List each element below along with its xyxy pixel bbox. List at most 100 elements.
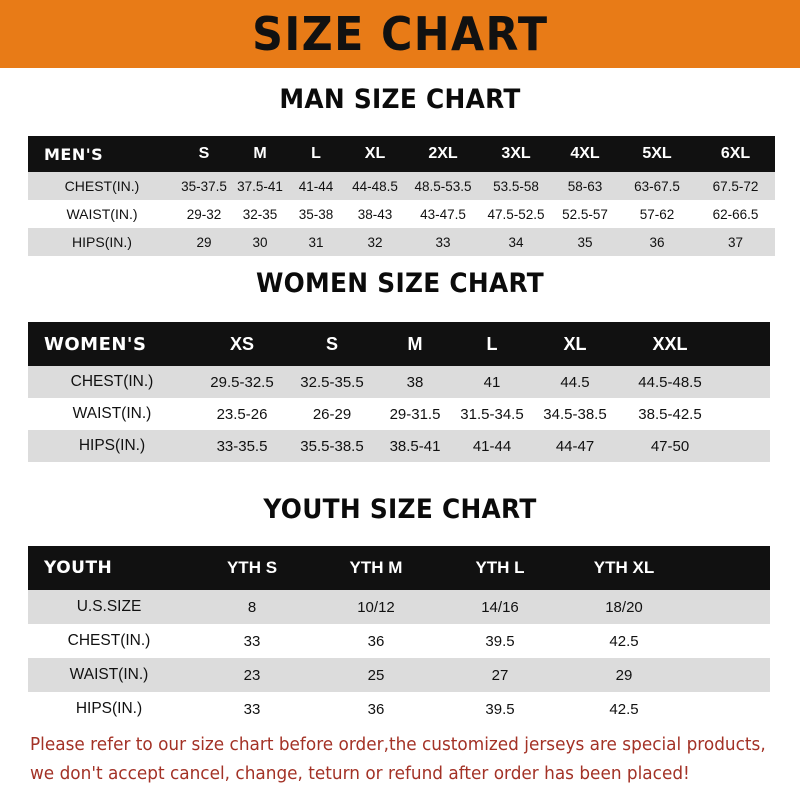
- women-cell: 31.5-34.5: [460, 405, 524, 423]
- men-header-label: MEN'S: [44, 144, 104, 164]
- men-cell: 43-47.5: [420, 206, 466, 222]
- table-row: WAIST(IN.) 23.5-26 26-29 29-31.5 31.5-34.5 34…: [28, 398, 770, 430]
- men-cell: 47.5-52.5: [487, 206, 545, 222]
- women-header-size: S: [325, 333, 338, 354]
- men-header-size: S: [198, 145, 210, 162]
- youth-cell: 8: [247, 598, 257, 616]
- youth-cell: 29: [615, 666, 633, 684]
- youth-cell: 33: [243, 632, 261, 650]
- men-cell: 29: [196, 234, 212, 250]
- men-row-label: WAIST(IN.): [66, 206, 138, 222]
- youth-cell: 14/16: [481, 598, 519, 616]
- men-cell: 34: [508, 234, 524, 250]
- women-cell: 44-47: [555, 437, 595, 455]
- youth-cell: 39.5: [485, 632, 515, 650]
- table-row: WAIST(IN.) 29-32 32-35 35-38 38-43 43-47.5 47.…: [28, 200, 775, 228]
- men-header-size: 5XL: [642, 145, 672, 162]
- women-cell: 34.5-38.5: [543, 405, 607, 423]
- youth-cell: 23: [243, 666, 261, 684]
- women-cell: 38.5-41: [389, 437, 441, 455]
- women-cell: 41-44: [472, 437, 512, 455]
- women-cell: 44.5-48.5: [638, 373, 702, 391]
- women-cell: 26-29: [312, 405, 352, 423]
- women-cell: 44.5: [560, 373, 590, 391]
- youth-cell: 33: [243, 700, 261, 718]
- table-row: CHEST(IN.) 33 36 39.5 42.5: [28, 624, 770, 658]
- section-title-man: MAN SIZE CHART: [279, 84, 521, 115]
- women-row-label: CHEST(IN.): [70, 373, 154, 390]
- men-cell: 30: [252, 234, 268, 250]
- youth-header-size: YTH M: [349, 558, 403, 577]
- youth-row-label: HIPS(IN.): [75, 700, 143, 717]
- women-cell: 38: [406, 373, 424, 391]
- men-cell: 53.5-58: [493, 178, 539, 194]
- men-cell: 37: [727, 234, 744, 250]
- youth-header-size: YTH XL: [593, 558, 655, 577]
- table-row: HIPS(IN.) 29 30 31 32 33 34 35 36 37: [28, 228, 775, 256]
- men-header-row: MEN'S S M L XL 2XL 3XL 4XL 5XL 6XL: [28, 136, 775, 172]
- table-row: HIPS(IN.) 33 36 39.5 42.5: [28, 692, 770, 726]
- youth-header-size: [686, 546, 770, 590]
- page-banner: SIZE CHART: [0, 0, 800, 68]
- men-header-size: 4XL: [570, 145, 600, 162]
- youth-cell: 25: [367, 666, 385, 684]
- men-cell: 35-38: [298, 206, 334, 222]
- men-cell: 67.5-72: [712, 178, 759, 194]
- men-cell: 52.5-57: [562, 206, 608, 222]
- men-cell: 44-48.5: [352, 178, 398, 194]
- men-header-size: L: [311, 145, 321, 162]
- men-cell: 38-43: [357, 206, 393, 222]
- women-header-label: WOMEN'S: [44, 333, 147, 355]
- women-cell: 32.5-35.5: [300, 373, 364, 391]
- men-cell: 57-62: [639, 206, 675, 222]
- men-cell: 31: [308, 234, 324, 250]
- youth-header-size: YTH S: [226, 558, 278, 577]
- men-cell: 41-44: [298, 178, 334, 194]
- women-cell: 41: [483, 373, 501, 391]
- order-policy-note: Please refer to our size chart before or…: [30, 731, 766, 789]
- men-cell: 62-66.5: [712, 206, 759, 222]
- table-row: U.S.SIZE 8 10/12 14/16 18/20: [28, 590, 770, 624]
- youth-cell: [686, 590, 770, 624]
- men-cell: 63-67.5: [634, 178, 680, 194]
- men-cell: 58-63: [567, 178, 603, 194]
- men-cell: 36: [649, 234, 665, 250]
- youth-cell: 10/12: [357, 598, 395, 616]
- youth-header-label: YOUTH: [44, 558, 113, 578]
- men-cell: 33: [435, 234, 451, 250]
- men-cell: 32: [367, 234, 383, 250]
- women-header-size: L: [486, 333, 498, 354]
- women-row-label: WAIST(IN.): [72, 405, 152, 422]
- women-size-table: WOMEN'S XS S M L XL XXL CHEST(IN.) 29.5-32.5 32.5…: [28, 322, 770, 462]
- youth-cell: 18/20: [605, 598, 643, 616]
- order-policy-line-1: Please refer to our size chart before or…: [30, 735, 766, 755]
- women-header-size: M: [407, 333, 423, 354]
- youth-header-size: YTH L: [475, 558, 525, 577]
- table-row: HIPS(IN.) 33-35.5 35.5-38.5 38.5-41 41-44 44-…: [28, 430, 770, 462]
- women-header-size: XXL: [652, 333, 688, 354]
- men-header-size: 6XL: [720, 145, 751, 162]
- youth-cell: [686, 692, 770, 726]
- women-header-size: XL: [563, 333, 587, 354]
- table-row: WAIST(IN.) 23 25 27 29: [28, 658, 770, 692]
- youth-cell: 42.5: [609, 632, 639, 650]
- men-header-size: 3XL: [501, 145, 531, 162]
- youth-row-label: CHEST(IN.): [67, 632, 151, 649]
- women-cell: 29.5-32.5: [210, 373, 274, 391]
- men-cell: 29-32: [186, 206, 222, 222]
- women-cell: 33-35.5: [216, 437, 268, 455]
- men-row-label: CHEST(IN.): [64, 178, 140, 194]
- men-cell: 32-35: [242, 206, 278, 222]
- youth-cell: 36: [367, 700, 385, 718]
- youth-cell: 27: [491, 666, 509, 684]
- section-title-women: WOMEN SIZE CHART: [255, 268, 545, 299]
- youth-cell: [686, 624, 770, 658]
- table-row: CHEST(IN.) 35-37.5 37.5-41 41-44 44-48.5 48.5…: [28, 172, 775, 200]
- youth-row-label: U.S.SIZE: [76, 598, 142, 615]
- men-cell: 48.5-53.5: [414, 178, 472, 194]
- women-cell: 47-50: [650, 437, 690, 455]
- men-cell: 35: [577, 234, 593, 250]
- women-header-row: WOMEN'S XS S M L XL XXL: [28, 322, 770, 366]
- youth-cell: [686, 658, 770, 692]
